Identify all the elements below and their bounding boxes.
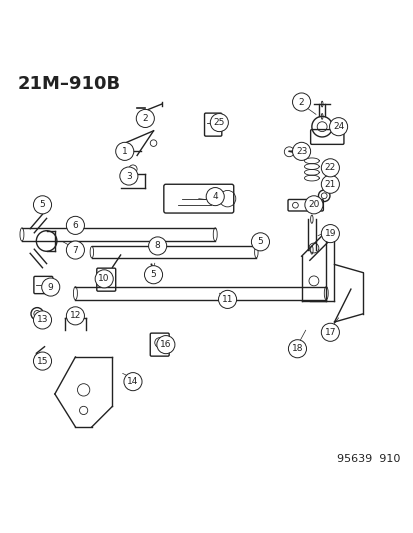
Text: 4: 4: [212, 192, 218, 201]
Circle shape: [251, 233, 269, 251]
Circle shape: [66, 307, 84, 325]
Circle shape: [206, 188, 224, 206]
Text: 18: 18: [291, 344, 302, 353]
Text: 22: 22: [324, 163, 335, 172]
Circle shape: [148, 237, 166, 255]
Circle shape: [292, 93, 310, 111]
Text: 5: 5: [257, 237, 263, 246]
Circle shape: [66, 216, 84, 235]
Circle shape: [320, 175, 339, 193]
Circle shape: [329, 118, 347, 136]
Text: 95639  910: 95639 910: [336, 454, 399, 464]
Circle shape: [33, 352, 52, 370]
Text: 15: 15: [37, 357, 48, 366]
Text: 14: 14: [127, 377, 138, 386]
Text: 9: 9: [48, 282, 53, 292]
Text: 20: 20: [308, 200, 319, 209]
Circle shape: [292, 142, 310, 160]
Text: 12: 12: [69, 311, 81, 320]
Circle shape: [144, 265, 162, 284]
Circle shape: [320, 159, 339, 177]
Text: 24: 24: [332, 122, 343, 131]
Text: 8: 8: [154, 241, 160, 251]
Text: 2: 2: [298, 98, 304, 107]
Circle shape: [115, 142, 133, 160]
Text: 11: 11: [221, 295, 233, 304]
Circle shape: [42, 278, 59, 296]
Text: 6: 6: [72, 221, 78, 230]
Circle shape: [157, 336, 175, 354]
Circle shape: [136, 109, 154, 127]
Circle shape: [33, 196, 52, 214]
Circle shape: [33, 311, 52, 329]
Text: 16: 16: [160, 340, 171, 349]
Text: 21M–910B: 21M–910B: [18, 75, 121, 93]
Text: 23: 23: [295, 147, 306, 156]
Text: 3: 3: [126, 172, 131, 181]
Text: 17: 17: [324, 328, 335, 337]
Circle shape: [119, 167, 138, 185]
Circle shape: [304, 196, 322, 214]
Text: 7: 7: [72, 246, 78, 255]
Text: 1: 1: [121, 147, 127, 156]
Circle shape: [66, 241, 84, 259]
Circle shape: [95, 270, 113, 288]
Text: 5: 5: [40, 200, 45, 209]
Text: 10: 10: [98, 274, 110, 284]
Text: 21: 21: [324, 180, 335, 189]
Text: 25: 25: [213, 118, 225, 127]
Circle shape: [288, 340, 306, 358]
Text: 19: 19: [324, 229, 335, 238]
Circle shape: [210, 114, 228, 132]
Text: 13: 13: [37, 316, 48, 325]
Circle shape: [123, 373, 142, 391]
Circle shape: [218, 290, 236, 309]
Circle shape: [320, 224, 339, 243]
Text: 2: 2: [142, 114, 148, 123]
Text: 5: 5: [150, 270, 156, 279]
Circle shape: [320, 323, 339, 341]
